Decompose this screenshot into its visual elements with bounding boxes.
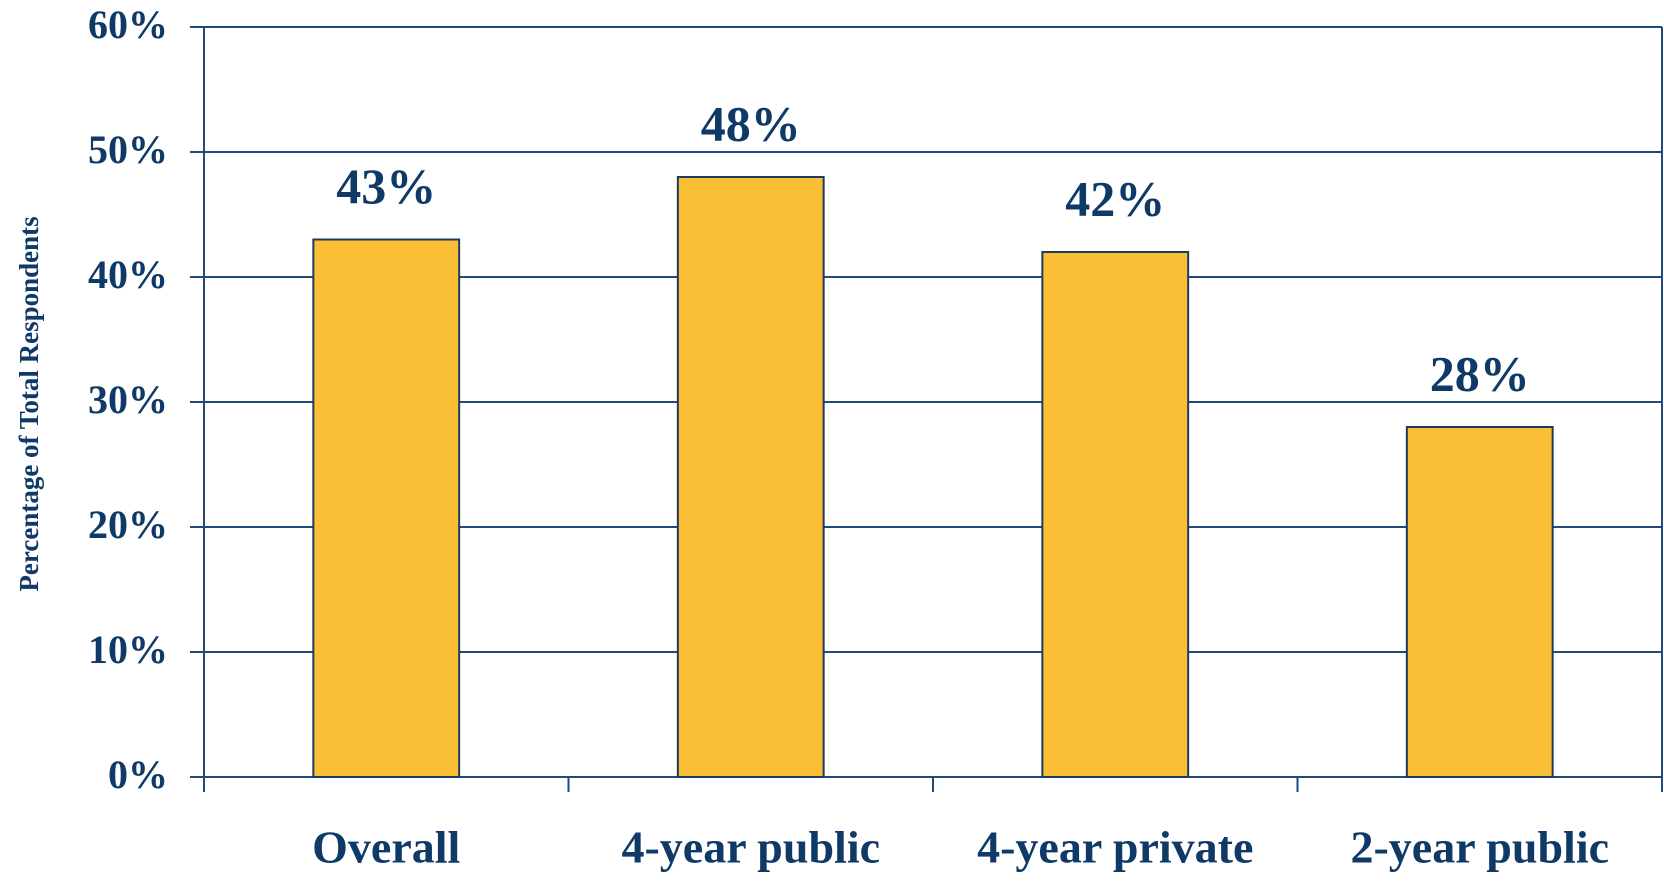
x-tick-label: Overall [312,822,460,873]
y-tick-label: 10% [88,627,168,672]
x-tick-label: 2-year public [1350,822,1609,873]
bar [312,238,461,778]
bar [1405,426,1554,778]
bar [676,176,825,778]
value-label: 43% [336,158,436,214]
y-tick-label: 50% [88,127,168,172]
value-label: 42% [1065,170,1165,226]
value-label: 28% [1430,345,1530,401]
y-tick-label: 30% [88,377,168,422]
value-label: 48% [701,95,801,151]
y-tick-label: 60% [88,2,168,47]
y-axis-label: Percentage of Total Respondents [14,216,44,591]
y-tick-label: 20% [88,502,168,547]
y-tick-label: 0% [108,752,168,797]
x-tick-label: 4-year public [621,822,880,873]
x-tick-label: 4-year private [977,822,1253,873]
y-tick-label: 40% [88,252,168,297]
bar [1041,251,1190,778]
